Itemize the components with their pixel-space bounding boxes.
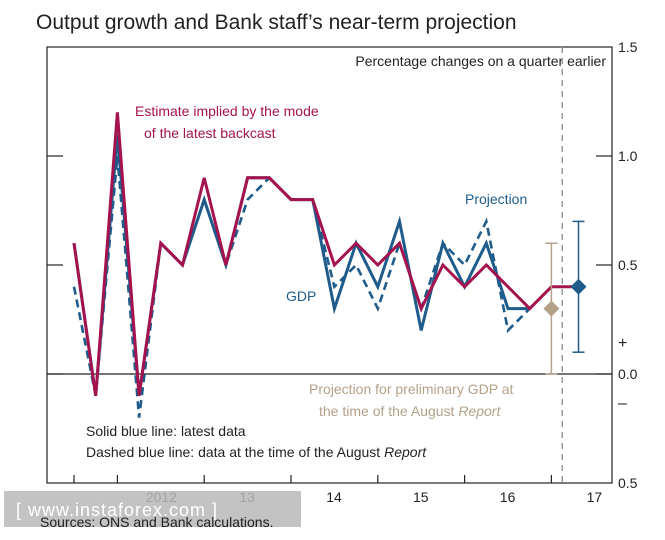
chart-subtitle: Percentage changes on a quarter earlier (355, 53, 606, 69)
x-tick-label: 17 (587, 489, 603, 505)
y-tick-label: 0.5 (618, 475, 638, 491)
prelim-label-italic: Report (458, 403, 501, 419)
y-tick-label: 1.5 (618, 39, 638, 55)
estimate-label-line1: Estimate implied by the mode (135, 103, 319, 119)
projection-marker (570, 278, 587, 295)
watermark-text: [ www.instaforex.com ] (16, 500, 218, 520)
estimate-line (72, 112, 574, 397)
estimate-label-line2: of the latest backcast (144, 125, 276, 141)
minus-sign: – (618, 395, 627, 412)
dashed-line-note: Dashed blue line: data at the time of th… (86, 444, 427, 460)
y-tick-label: 0.0 (618, 366, 638, 382)
plus-sign: + (618, 335, 627, 352)
dashed-note-text: Dashed blue line: data at the time of th… (86, 444, 384, 460)
solid-line-note: Solid blue line: latest data (86, 423, 246, 439)
x-tick-label: 16 (500, 489, 516, 505)
gdp-line (72, 134, 530, 397)
x-tick-label: 15 (413, 489, 429, 505)
y-tick-label: 1.0 (618, 148, 638, 164)
chart-title: Output growth and Bank staff’s near-term… (36, 11, 517, 34)
prelim-marker (543, 300, 560, 317)
prelim-label-line1: Projection for preliminary GDP at (309, 381, 513, 397)
x-tick-label: 14 (326, 489, 342, 505)
gdp-label: GDP (286, 288, 316, 304)
projection-label: Projection (465, 191, 527, 207)
watermark-box (4, 491, 301, 527)
prelim-label-text: the time of the August (319, 403, 458, 419)
series-lines (72, 112, 574, 418)
sources-note: Sources: ONS and Bank calculations. (40, 514, 273, 530)
dashed-note-italic: Report (384, 444, 427, 460)
projection-markers (543, 220, 587, 375)
y-tick-label: 0.5 (618, 257, 638, 273)
prelim-label-line2: the time of the August Report (319, 403, 501, 419)
gdp-dashed-line (72, 155, 531, 418)
